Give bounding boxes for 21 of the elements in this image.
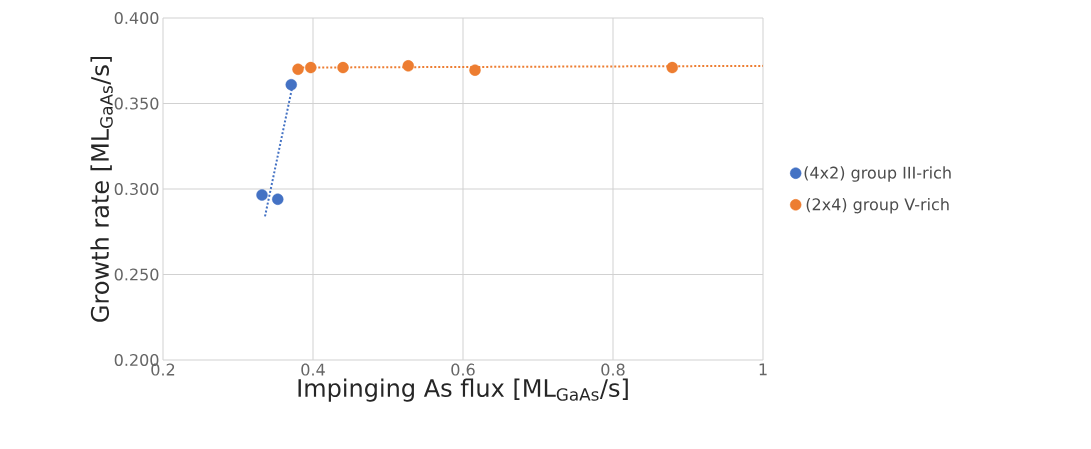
point [272,193,284,205]
legend-label: (2x4) group V-rich [806,197,949,214]
point [469,64,481,76]
x-axis-title: Impinging As flux [ML$_{GaAs}$/s] [298,378,628,402]
y-axis-title: Growth rate [ML$_{GaAs}$/s] [90,56,113,322]
y-tick-label: 0.300 [114,182,159,196]
point [402,60,414,72]
point [256,189,268,201]
point [305,61,317,74]
x-tick-label: 0.8 [601,363,625,376]
x-tick-label: 0.4 [301,363,325,376]
y-tick-label: 0.400 [114,11,159,25]
y-tick-label: 0.250 [114,268,159,281]
point [666,61,678,74]
x-tick-label: 1 [759,363,767,376]
point [285,78,297,91]
y-tick-label: 0.350 [114,97,159,110]
point [337,61,349,74]
legend-label: (4x2) group III-rich [804,166,951,182]
x-tick-label: 0.6 [451,363,475,376]
point [292,63,304,75]
